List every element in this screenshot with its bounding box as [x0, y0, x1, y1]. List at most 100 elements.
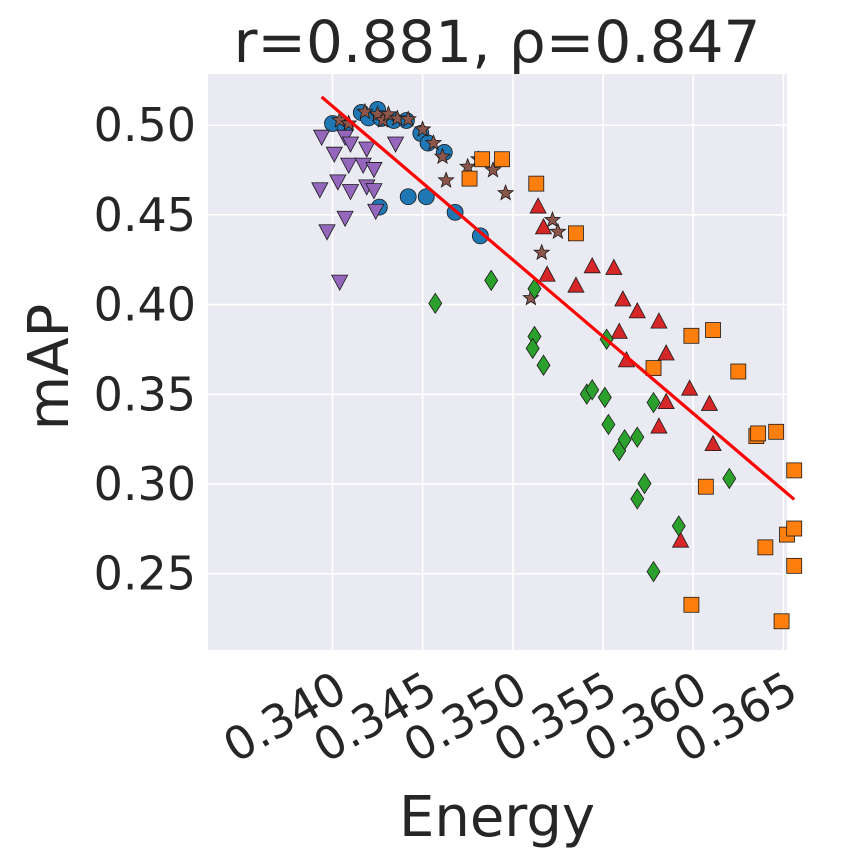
- data-point-diamond: [536, 354, 551, 376]
- data-point-diamond: [630, 488, 645, 510]
- data-point-square: [528, 175, 545, 192]
- data-point-triangle-up: [605, 258, 623, 275]
- data-point-square: [568, 225, 584, 242]
- data-point-circle: [399, 188, 417, 206]
- data-point-triangle-down: [336, 210, 354, 228]
- data-point-square: [773, 613, 790, 630]
- data-point-diamond: [617, 428, 632, 451]
- data-point-triangle-down: [365, 183, 383, 200]
- data-point-star: [433, 147, 452, 165]
- data-point-diamond: [585, 379, 600, 401]
- data-point-diamond: [484, 269, 499, 292]
- data-point-square: [683, 596, 700, 613]
- data-points: [311, 100, 803, 630]
- data-point-triangle-down: [341, 136, 360, 153]
- data-point-circle: [417, 188, 435, 206]
- data-point-square: [730, 363, 747, 380]
- data-point-triangle-up: [700, 394, 719, 411]
- data-point-star: [340, 114, 358, 131]
- grid-lines: [208, 74, 787, 650]
- data-point-square: [494, 151, 510, 168]
- y-tick-label: 0.30: [94, 457, 196, 511]
- data-point-diamond: [630, 426, 645, 448]
- data-point-triangle-down: [318, 224, 336, 241]
- data-point-star: [437, 171, 455, 188]
- data-point-triangle-down: [367, 203, 385, 221]
- data-point-triangle-up: [680, 379, 699, 396]
- data-point-diamond: [601, 413, 616, 436]
- data-point-square: [461, 170, 478, 187]
- data-point-triangle-up: [657, 344, 675, 361]
- data-point-triangle-down: [341, 184, 360, 201]
- data-point-square: [768, 423, 785, 440]
- y-axis-label: mAP: [17, 304, 82, 431]
- regression-line: [320, 95, 796, 501]
- data-point-triangle-down: [365, 162, 383, 179]
- data-point-star: [388, 109, 407, 126]
- data-point-triangle-up: [650, 417, 668, 434]
- data-point-star: [496, 183, 515, 201]
- data-point-triangle-up: [567, 276, 585, 293]
- data-point-triangle-down: [358, 141, 376, 158]
- data-point-triangle-down: [340, 157, 358, 175]
- y-tick-label: 0.50: [94, 98, 196, 152]
- data-point-square: [757, 539, 774, 556]
- data-point-star: [484, 161, 502, 178]
- data-point-square: [786, 462, 803, 479]
- data-point-square: [705, 322, 721, 338]
- data-point-star: [543, 210, 562, 228]
- data-point-star: [379, 105, 398, 122]
- data-point-triangle-up: [538, 265, 556, 282]
- data-point-square: [750, 425, 767, 442]
- data-point-diamond: [527, 278, 542, 300]
- data-point-diamond: [646, 560, 661, 583]
- data-point-triangle-down: [311, 182, 329, 199]
- data-point-star: [356, 102, 374, 120]
- data-point-square: [645, 360, 662, 377]
- y-axis-ticks: 0.25 0.30 0.35 0.40 0.45 0.50: [94, 98, 196, 601]
- data-point-square: [474, 151, 491, 168]
- data-point-triangle-up: [529, 197, 547, 214]
- data-point-star: [459, 157, 477, 175]
- data-point-triangle-down: [329, 174, 347, 191]
- data-point-square: [697, 478, 714, 495]
- data-point-triangle-down: [312, 129, 331, 147]
- data-point-circle: [471, 227, 489, 245]
- data-point-triangle-up: [650, 312, 668, 329]
- data-point-triangle-up: [671, 531, 690, 548]
- data-point-square: [683, 327, 700, 344]
- data-point-triangle-down: [331, 274, 349, 291]
- data-point-diamond: [671, 515, 686, 537]
- data-point-triangle-up: [534, 218, 553, 235]
- fit-line-group: [320, 95, 796, 501]
- data-point-square: [786, 520, 803, 537]
- data-point-star: [424, 133, 443, 151]
- data-point-star: [533, 243, 551, 261]
- data-point-diamond: [428, 292, 443, 315]
- data-point-star: [413, 120, 432, 137]
- y-tick-label: 0.35: [94, 367, 196, 421]
- y-tick-label: 0.25: [94, 547, 196, 601]
- data-point-star: [399, 110, 417, 127]
- data-point-triangle-up: [614, 290, 632, 307]
- data-point-triangle-down: [354, 157, 372, 175]
- data-point-diamond: [722, 467, 737, 490]
- data-point-triangle-up: [704, 434, 722, 452]
- data-point-diamond: [646, 391, 661, 414]
- y-tick-label: 0.45: [94, 188, 196, 242]
- data-point-triangle-up: [610, 322, 628, 339]
- data-point-triangle-down: [386, 136, 405, 153]
- chart-title: r=0.881, ρ=0.847: [234, 8, 761, 76]
- data-point-diamond: [637, 472, 652, 495]
- data-point-triangle-up: [583, 256, 601, 274]
- data-point-triangle-up: [628, 302, 646, 319]
- data-point-triangle-down: [325, 146, 343, 164]
- data-point-diamond: [597, 386, 612, 409]
- data-point-triangle-up: [657, 392, 675, 410]
- x-axis-label: Energy: [399, 785, 595, 850]
- data-point-star: [549, 222, 567, 240]
- data-point-diamond: [525, 337, 540, 360]
- data-point-square: [786, 557, 803, 574]
